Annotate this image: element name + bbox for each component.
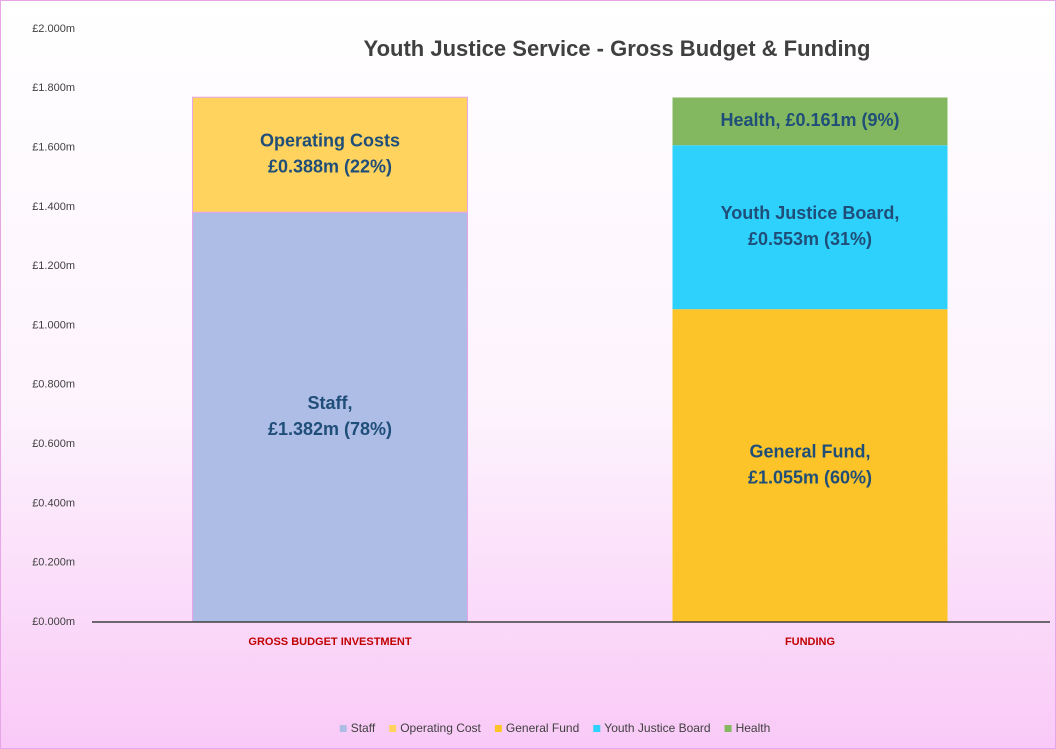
y-tick-label: £1.800m	[32, 82, 75, 94]
data-label: £0.553m (31%)	[748, 229, 872, 249]
legend-label: Health	[736, 721, 771, 735]
legend-swatch	[389, 725, 397, 732]
x-tick-label: FUNDING	[785, 636, 835, 648]
bar-segment	[192, 211, 468, 623]
legend-label: Youth Justice Board	[604, 721, 710, 735]
legend-label: Staff	[351, 721, 376, 735]
bar-segment	[192, 96, 468, 213]
data-label: Operating Costs	[260, 130, 400, 150]
y-tick-label: £0.400m	[32, 497, 75, 509]
data-label: Health, £0.161m (9%)	[720, 110, 899, 130]
data-label: £1.055m (60%)	[748, 467, 872, 487]
y-tick-label: £1.600m	[32, 142, 75, 154]
y-tick-label: £0.600m	[32, 438, 75, 450]
chart-title: Youth Justice Service - Gross Budget & F…	[364, 36, 871, 61]
legend-label: General Fund	[506, 721, 579, 735]
bar-segment	[672, 97, 948, 146]
legend-swatch	[593, 725, 601, 732]
legend-swatch	[494, 725, 502, 732]
bar-segment	[672, 145, 948, 310]
x-tick-label: GROSS BUDGET INVESTMENT	[248, 636, 411, 648]
data-label: Youth Justice Board,	[721, 203, 900, 223]
legend-label: Operating Cost	[400, 721, 481, 735]
y-tick-label: £1.400m	[32, 201, 75, 213]
data-label: £0.388m (22%)	[268, 156, 392, 176]
legend-swatch	[724, 725, 732, 732]
y-tick-label: £0.000m	[32, 616, 75, 628]
y-tick-label: £2.000m	[32, 23, 75, 35]
legend-swatch	[339, 725, 347, 732]
y-tick-label: £0.800m	[32, 379, 75, 391]
y-tick-label: £0.200m	[32, 557, 75, 569]
y-tick-label: £1.000m	[32, 319, 75, 331]
data-label: Staff,	[308, 393, 353, 413]
y-tick-label: £1.200m	[32, 260, 75, 272]
data-label: General Fund,	[749, 441, 870, 461]
bar-segment	[672, 309, 948, 622]
data-label: £1.382m (78%)	[268, 419, 392, 439]
